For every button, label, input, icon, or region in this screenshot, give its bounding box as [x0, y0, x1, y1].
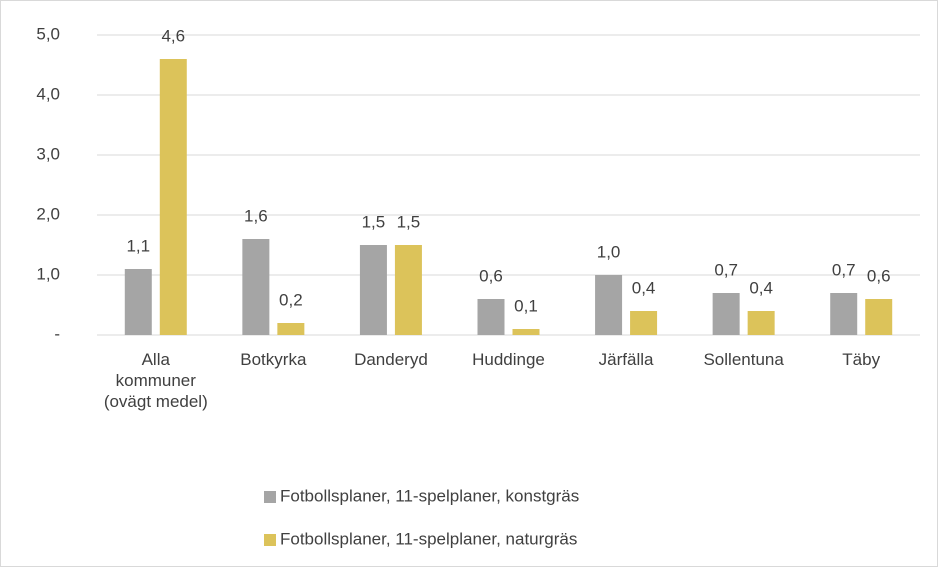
- value-label: 0,6: [479, 266, 503, 285]
- value-label: 0,7: [832, 260, 856, 279]
- y-tick-label: 1,0: [36, 264, 60, 283]
- y-tick-label: 4,0: [36, 84, 60, 103]
- bar: [159, 59, 187, 335]
- value-label: 0,1: [514, 296, 538, 315]
- value-label: 0,6: [867, 266, 891, 285]
- x-tick-label: Botkyrka: [240, 350, 307, 369]
- bar: [712, 293, 740, 335]
- legend-swatch: [264, 491, 276, 503]
- bar: [359, 245, 387, 335]
- x-tick-label: Danderyd: [354, 350, 428, 369]
- bar: [394, 245, 422, 335]
- bar: [242, 239, 270, 335]
- legend-label: Fotbollsplaner, 11-spelplaner, naturgräs: [280, 529, 577, 548]
- bar: [630, 311, 658, 335]
- bar: [277, 323, 305, 335]
- value-label: 1,1: [126, 236, 150, 255]
- x-tick-label: Täby: [842, 350, 881, 369]
- value-label: 0,4: [632, 278, 656, 297]
- legend-label: Fotbollsplaner, 11-spelplaner, konstgräs: [280, 486, 579, 505]
- legend-swatch: [264, 534, 276, 546]
- bar: [595, 275, 623, 335]
- bar: [477, 299, 505, 335]
- bar: [512, 329, 540, 335]
- value-label: 0,4: [749, 278, 773, 297]
- bar: [124, 269, 152, 335]
- y-tick-label: 3,0: [36, 144, 60, 163]
- x-tick-label: Alla kommuner (ovägt medel): [103, 350, 208, 411]
- y-tick-label: 5,0: [36, 24, 60, 43]
- bar: [747, 311, 775, 335]
- value-label: 1,5: [362, 212, 386, 231]
- value-label: 0,2: [279, 290, 303, 309]
- bar: [830, 293, 858, 335]
- y-tick-label: -: [54, 324, 60, 343]
- y-tick-label: 2,0: [36, 204, 60, 223]
- x-tick-label: Järfälla: [598, 350, 654, 369]
- value-label: 4,6: [161, 26, 185, 45]
- x-tick-label: Sollentuna: [703, 350, 784, 369]
- value-label: 0,7: [714, 260, 738, 279]
- value-label: 1,5: [397, 212, 421, 231]
- value-label: 1,6: [244, 206, 268, 225]
- bar: [865, 299, 893, 335]
- x-tick-label: Huddinge: [472, 350, 545, 369]
- value-label: 1,0: [597, 242, 621, 261]
